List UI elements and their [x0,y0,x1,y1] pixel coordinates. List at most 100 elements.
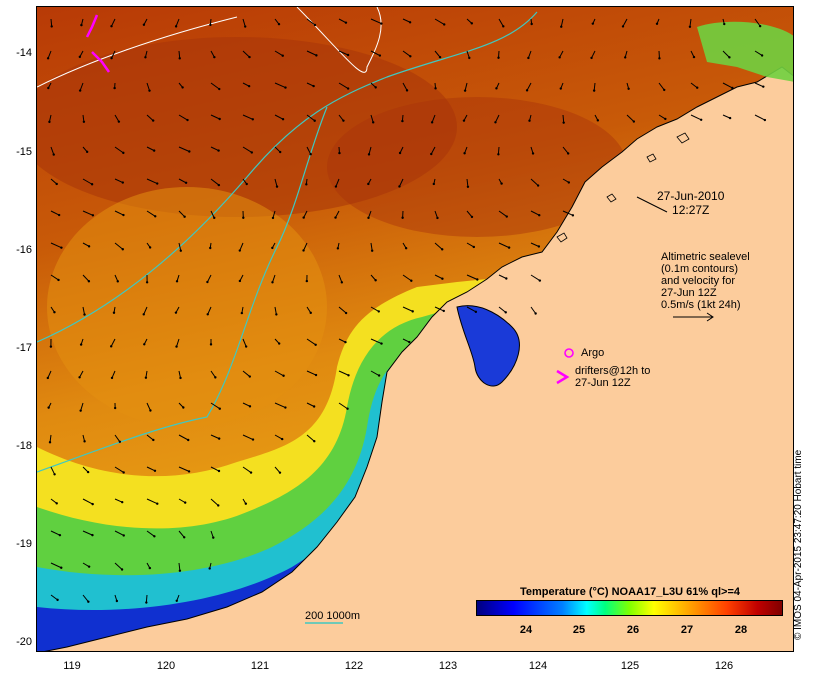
velocity-arrow [242,370,251,377]
velocity-arrow-head [470,215,474,219]
velocity-arrow [434,274,443,280]
velocity-arrow [50,242,62,249]
velocity-arrow [464,82,468,91]
velocity-arrow-head [91,502,94,506]
velocity-arrow-head [534,312,537,315]
altimetric-line: and velocity for [661,275,735,287]
velocity-arrow [143,306,148,315]
velocity-arrow-head [346,87,350,90]
velocity-arrow [274,146,281,153]
velocity-scale-arrowhead [706,312,714,322]
velocity-arrow-head [277,342,281,345]
velocity-arrow-head [83,440,86,443]
velocity-arrow-head [238,279,242,283]
velocity-arrow [82,274,90,282]
velocity-arrow-head [244,345,248,348]
velocity-arrow [242,466,252,473]
velocity-arrow-head [179,249,182,252]
velocity-arrow [338,18,347,24]
velocity-arrow-head [658,57,661,60]
velocity-arrow-head [217,469,221,473]
velocity-arrow-head [83,313,86,316]
velocity-arrow [178,466,190,472]
velocity-arrow-head [50,25,53,28]
velocity-arrow-head [238,249,241,252]
velocity-arrow [274,178,278,187]
drifters-line: drifters@12h to [575,365,651,377]
velocity-arrow [82,498,93,505]
velocity-arrow-head [763,118,767,122]
velocity-arrow-head [79,409,82,412]
colorbar-tick: 24 [519,624,533,636]
velocity-arrow-head [212,536,215,539]
y-tick-label: -16 [16,244,32,256]
date-text: 27-Jun-2010 [657,189,725,203]
velocity-arrow [178,434,189,441]
velocity-arrow-head [271,246,274,250]
velocity-arrow-head [90,183,94,186]
velocity-arrow-head [505,215,508,218]
velocity-arrow-head [313,23,317,27]
velocity-arrow-head [280,437,284,441]
velocity-arrow [338,306,347,314]
velocity-arrow [50,562,62,569]
velocity-arrow-head [728,56,731,59]
velocity-arrow-head [762,85,765,88]
velocity-arrow-head [313,440,316,443]
velocity-arrow [210,178,220,186]
velocity-arrow [338,274,343,283]
velocity-arrow [306,18,316,26]
altimetric-line: 0.5m/s (1kt 24h) [661,299,741,311]
velocity-arrow [466,242,475,248]
velocity-arrow [210,466,220,472]
velocity-arrow-head [183,536,186,539]
velocity-arrow-head [183,215,186,218]
velocity-arrow [498,210,508,217]
velocity-arrow [274,114,284,120]
velocity-arrow [50,594,58,601]
date-pointer-line [636,196,668,213]
velocity-arrow-head [377,310,380,313]
velocity-arrow [146,434,154,441]
velocity-arrow [146,114,154,121]
velocity-arrow [82,594,89,603]
velocity-arrow [50,210,60,216]
velocity-arrow-head [143,343,146,346]
velocity-arrow-head [118,440,122,443]
velocity-arrow-head [731,86,734,90]
velocity-arrow-head [121,500,124,504]
velocity-arrow-head [380,342,383,345]
velocity-arrow-head [248,55,251,59]
bathy-contour-200m [37,106,328,473]
velocity-arrow-head [184,181,188,184]
x-tick-label: 123 [438,660,458,672]
velocity-arrow [398,178,404,187]
velocity-arrow-head [502,25,505,28]
velocity-arrow-head [86,470,90,474]
velocity-arrow-head [507,246,511,249]
velocity-arrow-head [278,471,282,474]
velocity-arrow [402,306,413,312]
velocity-arrow-head [302,216,305,219]
velocity-arrow [47,50,52,59]
velocity-arrow-head [56,598,59,602]
velocity-arrow-head [113,406,117,410]
velocity-arrow-head [409,55,412,58]
velocity-arrow-head [217,183,221,187]
velocity-arrow-head [398,185,401,188]
velocity-arrow-head [530,22,533,26]
velocity-arrow-head [441,248,444,251]
velocity-arrow-head [151,119,155,122]
velocity-arrow-head [206,280,209,284]
velocity-arrow [210,434,220,440]
velocity-arrow-head [47,86,50,90]
velocity-arrow [114,242,124,250]
velocity-arrow [530,210,540,216]
velocity-arrow [146,146,155,152]
velocity-arrow [306,402,315,407]
velocity-arrow-head [218,87,221,91]
velocity-arrow-head [80,23,83,27]
y-tick-label: -20 [16,636,32,648]
velocity-arrow-head [494,121,497,124]
warm-patch [47,187,327,427]
